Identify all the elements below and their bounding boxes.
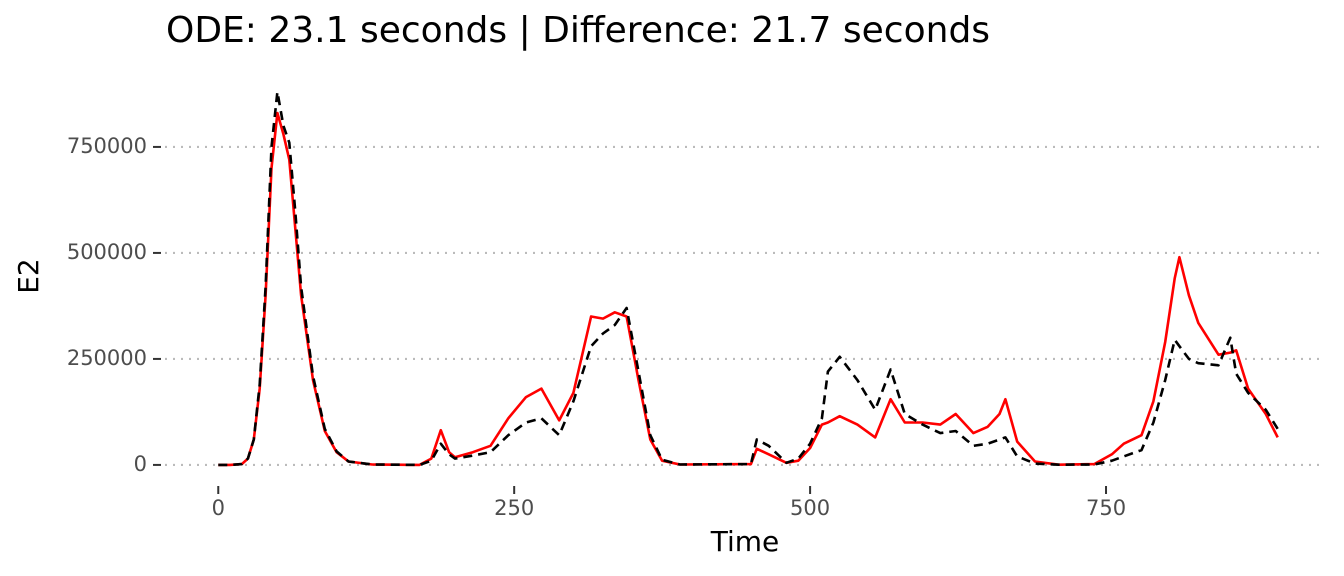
x-tick-label: 250: [494, 496, 534, 520]
y-tick-label: 500000: [67, 240, 147, 264]
x-axis-title: Time: [710, 525, 780, 558]
series-line: [218, 111, 1279, 467]
y-tick-label: 750000: [67, 134, 147, 158]
series-line: [218, 90, 1279, 467]
x-tick-label: 0: [212, 496, 225, 520]
y-axis-title: E2: [12, 258, 45, 294]
x-tick-label: 500: [790, 496, 830, 520]
y-tick-label: 0: [134, 452, 147, 476]
y-tick-label: 250000: [67, 346, 147, 370]
x-tick-label: 750: [1086, 496, 1126, 520]
chart-title: ODE: 23.1 seconds | Difference: 21.7 sec…: [166, 10, 990, 51]
